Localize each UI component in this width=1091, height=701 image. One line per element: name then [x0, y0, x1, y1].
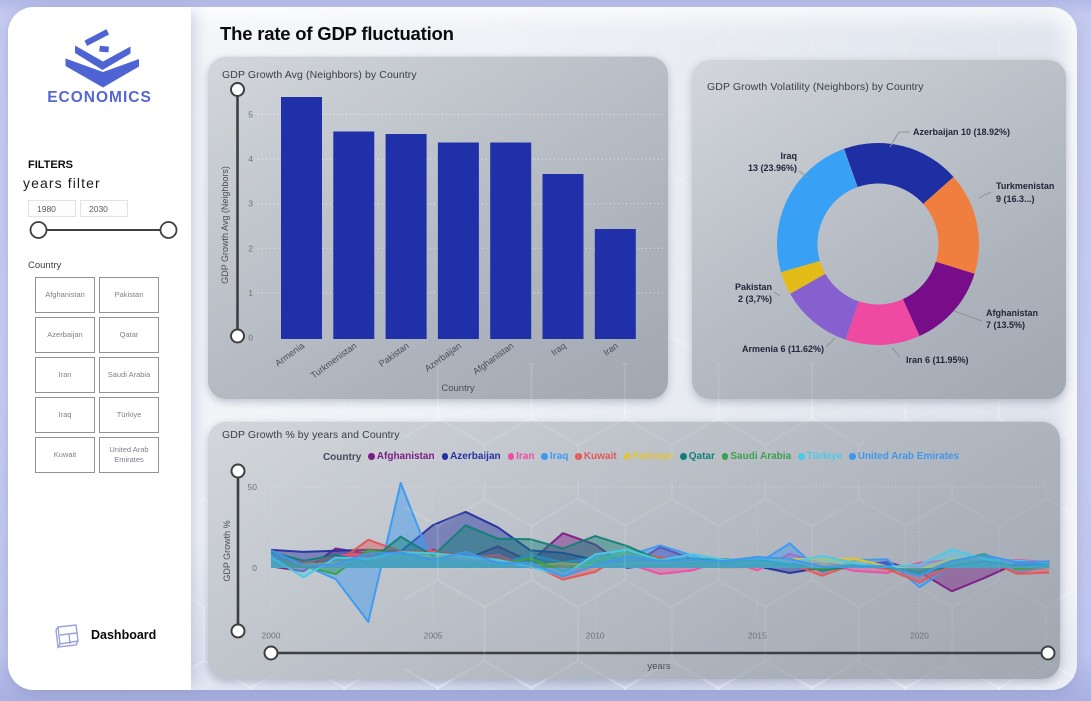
svg-text:Iran: Iran [602, 341, 620, 358]
svg-text:3: 3 [248, 199, 253, 209]
svg-text:2020: 2020 [910, 631, 929, 641]
svg-text:Iraq: Iraq [549, 341, 567, 358]
svg-text:Iran 6 (11.95%): Iran 6 (11.95%) [906, 355, 969, 365]
svg-text:Armenia: Armenia [273, 341, 306, 369]
svg-text:5: 5 [248, 110, 253, 120]
svg-text:4: 4 [248, 154, 253, 164]
svg-text:Turkmenistan: Turkmenistan [309, 341, 359, 381]
svg-text:GDP Growth %: GDP Growth % [222, 520, 232, 581]
svg-text:years: years [647, 661, 670, 672]
svg-text:1: 1 [248, 288, 253, 298]
svg-text:9 (16.3...): 9 (16.3...) [996, 194, 1035, 204]
svg-text:Azerbaijan: Azerbaijan [423, 341, 463, 374]
svg-text:2005: 2005 [424, 631, 443, 641]
svg-text:13 (23.96%): 13 (23.96%) [748, 163, 797, 173]
svg-text:Armenia 6 (11.62%): Armenia 6 (11.62%) [742, 344, 824, 354]
svg-text:2010: 2010 [586, 631, 605, 641]
svg-text:50: 50 [248, 482, 258, 492]
svg-text:0: 0 [252, 563, 257, 573]
svg-text:2 (3,7%): 2 (3,7%) [738, 294, 772, 304]
svg-text:Iraq: Iraq [780, 151, 797, 161]
svg-text:Country: Country [441, 383, 475, 394]
svg-text:Afghanistan: Afghanistan [471, 341, 515, 377]
svg-text:0: 0 [248, 333, 253, 343]
svg-text:Pakistan: Pakistan [735, 282, 772, 292]
svg-text:2015: 2015 [748, 631, 767, 641]
svg-text:Pakistan: Pakistan [377, 341, 411, 369]
svg-text:Azerbaijan 10 (18.92%): Azerbaijan 10 (18.92%) [913, 127, 1010, 137]
svg-text:7 (13.5%): 7 (13.5%) [986, 320, 1025, 330]
svg-text:2: 2 [248, 243, 253, 253]
svg-text:GDP Growth Avg (Neighbors): GDP Growth Avg (Neighbors) [220, 166, 230, 284]
svg-text:2000: 2000 [262, 631, 281, 641]
svg-text:Turkmenistan: Turkmenistan [996, 181, 1054, 191]
svg-text:Afghanistan: Afghanistan [986, 308, 1038, 318]
